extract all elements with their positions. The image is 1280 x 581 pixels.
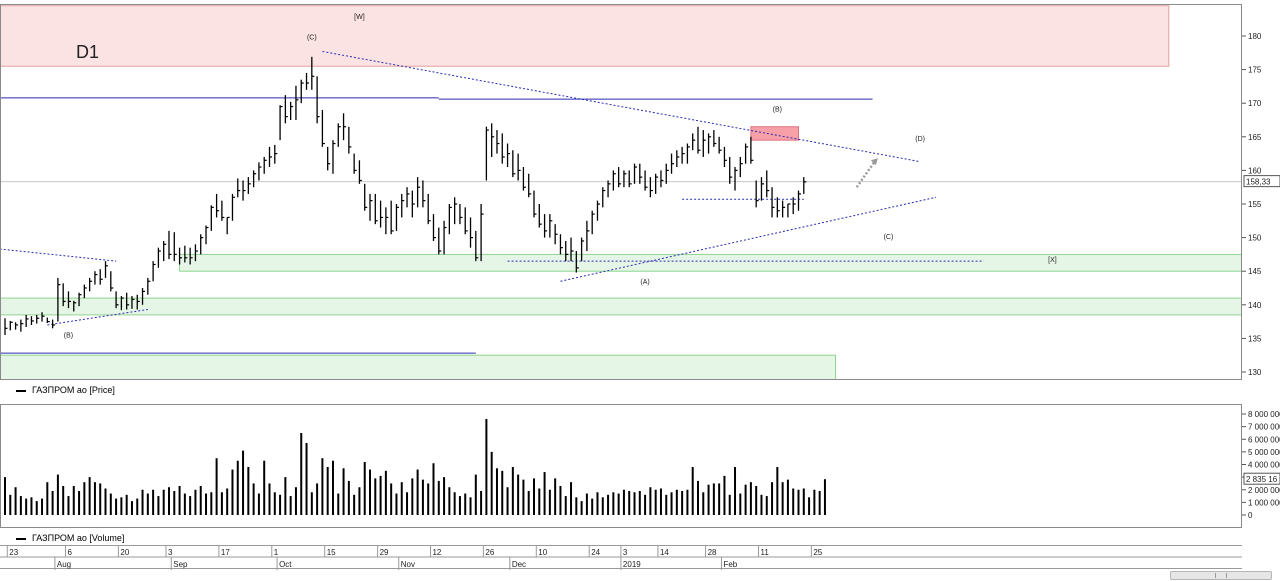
timeframe-label: D1 bbox=[76, 42, 99, 62]
volume-tick-label: 6 000 000 bbox=[1248, 435, 1280, 444]
price-tick-label: 145 bbox=[1248, 267, 1262, 276]
last-volume-label: 2 835 16 bbox=[1246, 475, 1278, 484]
wave-label: (A) bbox=[640, 279, 649, 286]
trendline bbox=[560, 196, 937, 282]
price-legend: ГАЗПРОМ ао [Price] bbox=[0, 381, 1242, 399]
day-label: 12 bbox=[432, 548, 441, 557]
volume-tick-label: 0 bbox=[1248, 511, 1253, 520]
price-tick-label: 150 bbox=[1248, 234, 1262, 243]
price-legend-swatch bbox=[16, 389, 26, 392]
volume-tick-label: 5 000 000 bbox=[1248, 448, 1280, 457]
volume-legend: ГАЗПРОМ ао [Volume] bbox=[0, 529, 1242, 547]
day-label: 15 bbox=[327, 548, 336, 557]
price-tick-label: 140 bbox=[1248, 301, 1262, 310]
day-label: 11 bbox=[760, 548, 769, 557]
volume-pane[interactable] bbox=[0, 404, 1242, 528]
volume-legend-swatch bbox=[16, 537, 26, 540]
target-zone bbox=[750, 126, 800, 141]
month-label: Aug bbox=[57, 560, 71, 569]
wave-label: (D) bbox=[915, 136, 925, 143]
wave-label: (B) bbox=[64, 333, 73, 340]
day-label: 29 bbox=[380, 548, 389, 557]
month-label: Nov bbox=[401, 560, 415, 569]
last-price-label: 158,33 bbox=[1246, 178, 1271, 187]
support-zone bbox=[179, 253, 1241, 272]
wave-label: (C) bbox=[884, 234, 894, 241]
horizontal-scrollbar[interactable] bbox=[1170, 571, 1272, 580]
price-chart[interactable]: D1 [W] (C) (B) (A) (B) (D) (C) [X] bbox=[1, 5, 1241, 379]
price-tick-label: 180 bbox=[1248, 32, 1262, 41]
day-label: 26 bbox=[485, 548, 494, 557]
volume-legend-label: ГАЗПРОМ ао [Volume] bbox=[32, 533, 125, 543]
day-label: 20 bbox=[120, 548, 129, 557]
price-tick-label: 155 bbox=[1248, 200, 1262, 209]
date-axis[interactable]: 23 6 20 3 17 1 15 29 12 26 10 24 3 14 28 11 25 Aug Sep Oct N… bbox=[0, 545, 1242, 570]
day-label: 6 bbox=[67, 548, 72, 557]
trendline bbox=[322, 50, 921, 163]
price-tick-label: 130 bbox=[1248, 368, 1262, 377]
price-tick-label: 160 bbox=[1248, 166, 1262, 175]
scrollbar-grip[interactable] bbox=[1215, 573, 1227, 578]
trendline bbox=[47, 309, 148, 326]
day-label: 23 bbox=[9, 548, 18, 557]
month-label: Feb bbox=[723, 560, 737, 569]
month-label: Oct bbox=[279, 560, 292, 569]
volume-tick-label: 8 000 000 bbox=[1248, 410, 1280, 419]
month-label: Sep bbox=[173, 560, 188, 569]
price-legend-label: ГАЗПРОМ ао [Price] bbox=[32, 385, 115, 395]
price-tick-label: 135 bbox=[1248, 334, 1262, 343]
wave-label: [W] bbox=[354, 14, 365, 21]
day-label: 3 bbox=[168, 548, 173, 557]
day-label: 3 bbox=[623, 548, 628, 557]
projection-arrow bbox=[855, 160, 876, 188]
price-pane[interactable]: D1 [W] (C) (B) (A) (B) (D) (C) [X] bbox=[0, 4, 1242, 380]
volume-tick-label: 1 000 000 bbox=[1248, 498, 1280, 507]
projection-arrowhead bbox=[870, 158, 878, 166]
last-price-box bbox=[1243, 175, 1280, 188]
support-zone bbox=[1, 297, 1241, 316]
resistance-zone bbox=[1, 5, 1170, 67]
day-label: 10 bbox=[538, 548, 547, 557]
volume-chart[interactable] bbox=[1, 405, 1241, 527]
day-label: 17 bbox=[221, 548, 230, 557]
month-label: Dec bbox=[512, 560, 526, 569]
day-label: 28 bbox=[708, 548, 717, 557]
price-axis: 130 135 140 145 150 155 160 165 170 175 180 158,33 bbox=[1242, 4, 1280, 380]
wave-label: (B) bbox=[773, 106, 782, 113]
volume-tick-label: 2 000 000 bbox=[1248, 486, 1280, 495]
last-volume-box bbox=[1243, 472, 1280, 485]
trendline bbox=[1, 248, 117, 262]
wave-label: [X] bbox=[1048, 257, 1057, 264]
day-label: 25 bbox=[813, 548, 822, 557]
price-tick-label: 165 bbox=[1248, 133, 1262, 142]
day-label: 1 bbox=[274, 548, 279, 557]
support-zone bbox=[1, 354, 837, 379]
volume-tick-label: 4 000 000 bbox=[1248, 461, 1280, 470]
day-label: 24 bbox=[591, 548, 600, 557]
month-label: 2019 bbox=[623, 560, 641, 569]
wave-label: (C) bbox=[307, 34, 317, 41]
price-tick-label: 170 bbox=[1248, 99, 1262, 108]
day-label: 14 bbox=[660, 548, 669, 557]
volume-tick-label: 7 000 000 bbox=[1248, 423, 1280, 432]
price-tick-label: 175 bbox=[1248, 66, 1262, 75]
